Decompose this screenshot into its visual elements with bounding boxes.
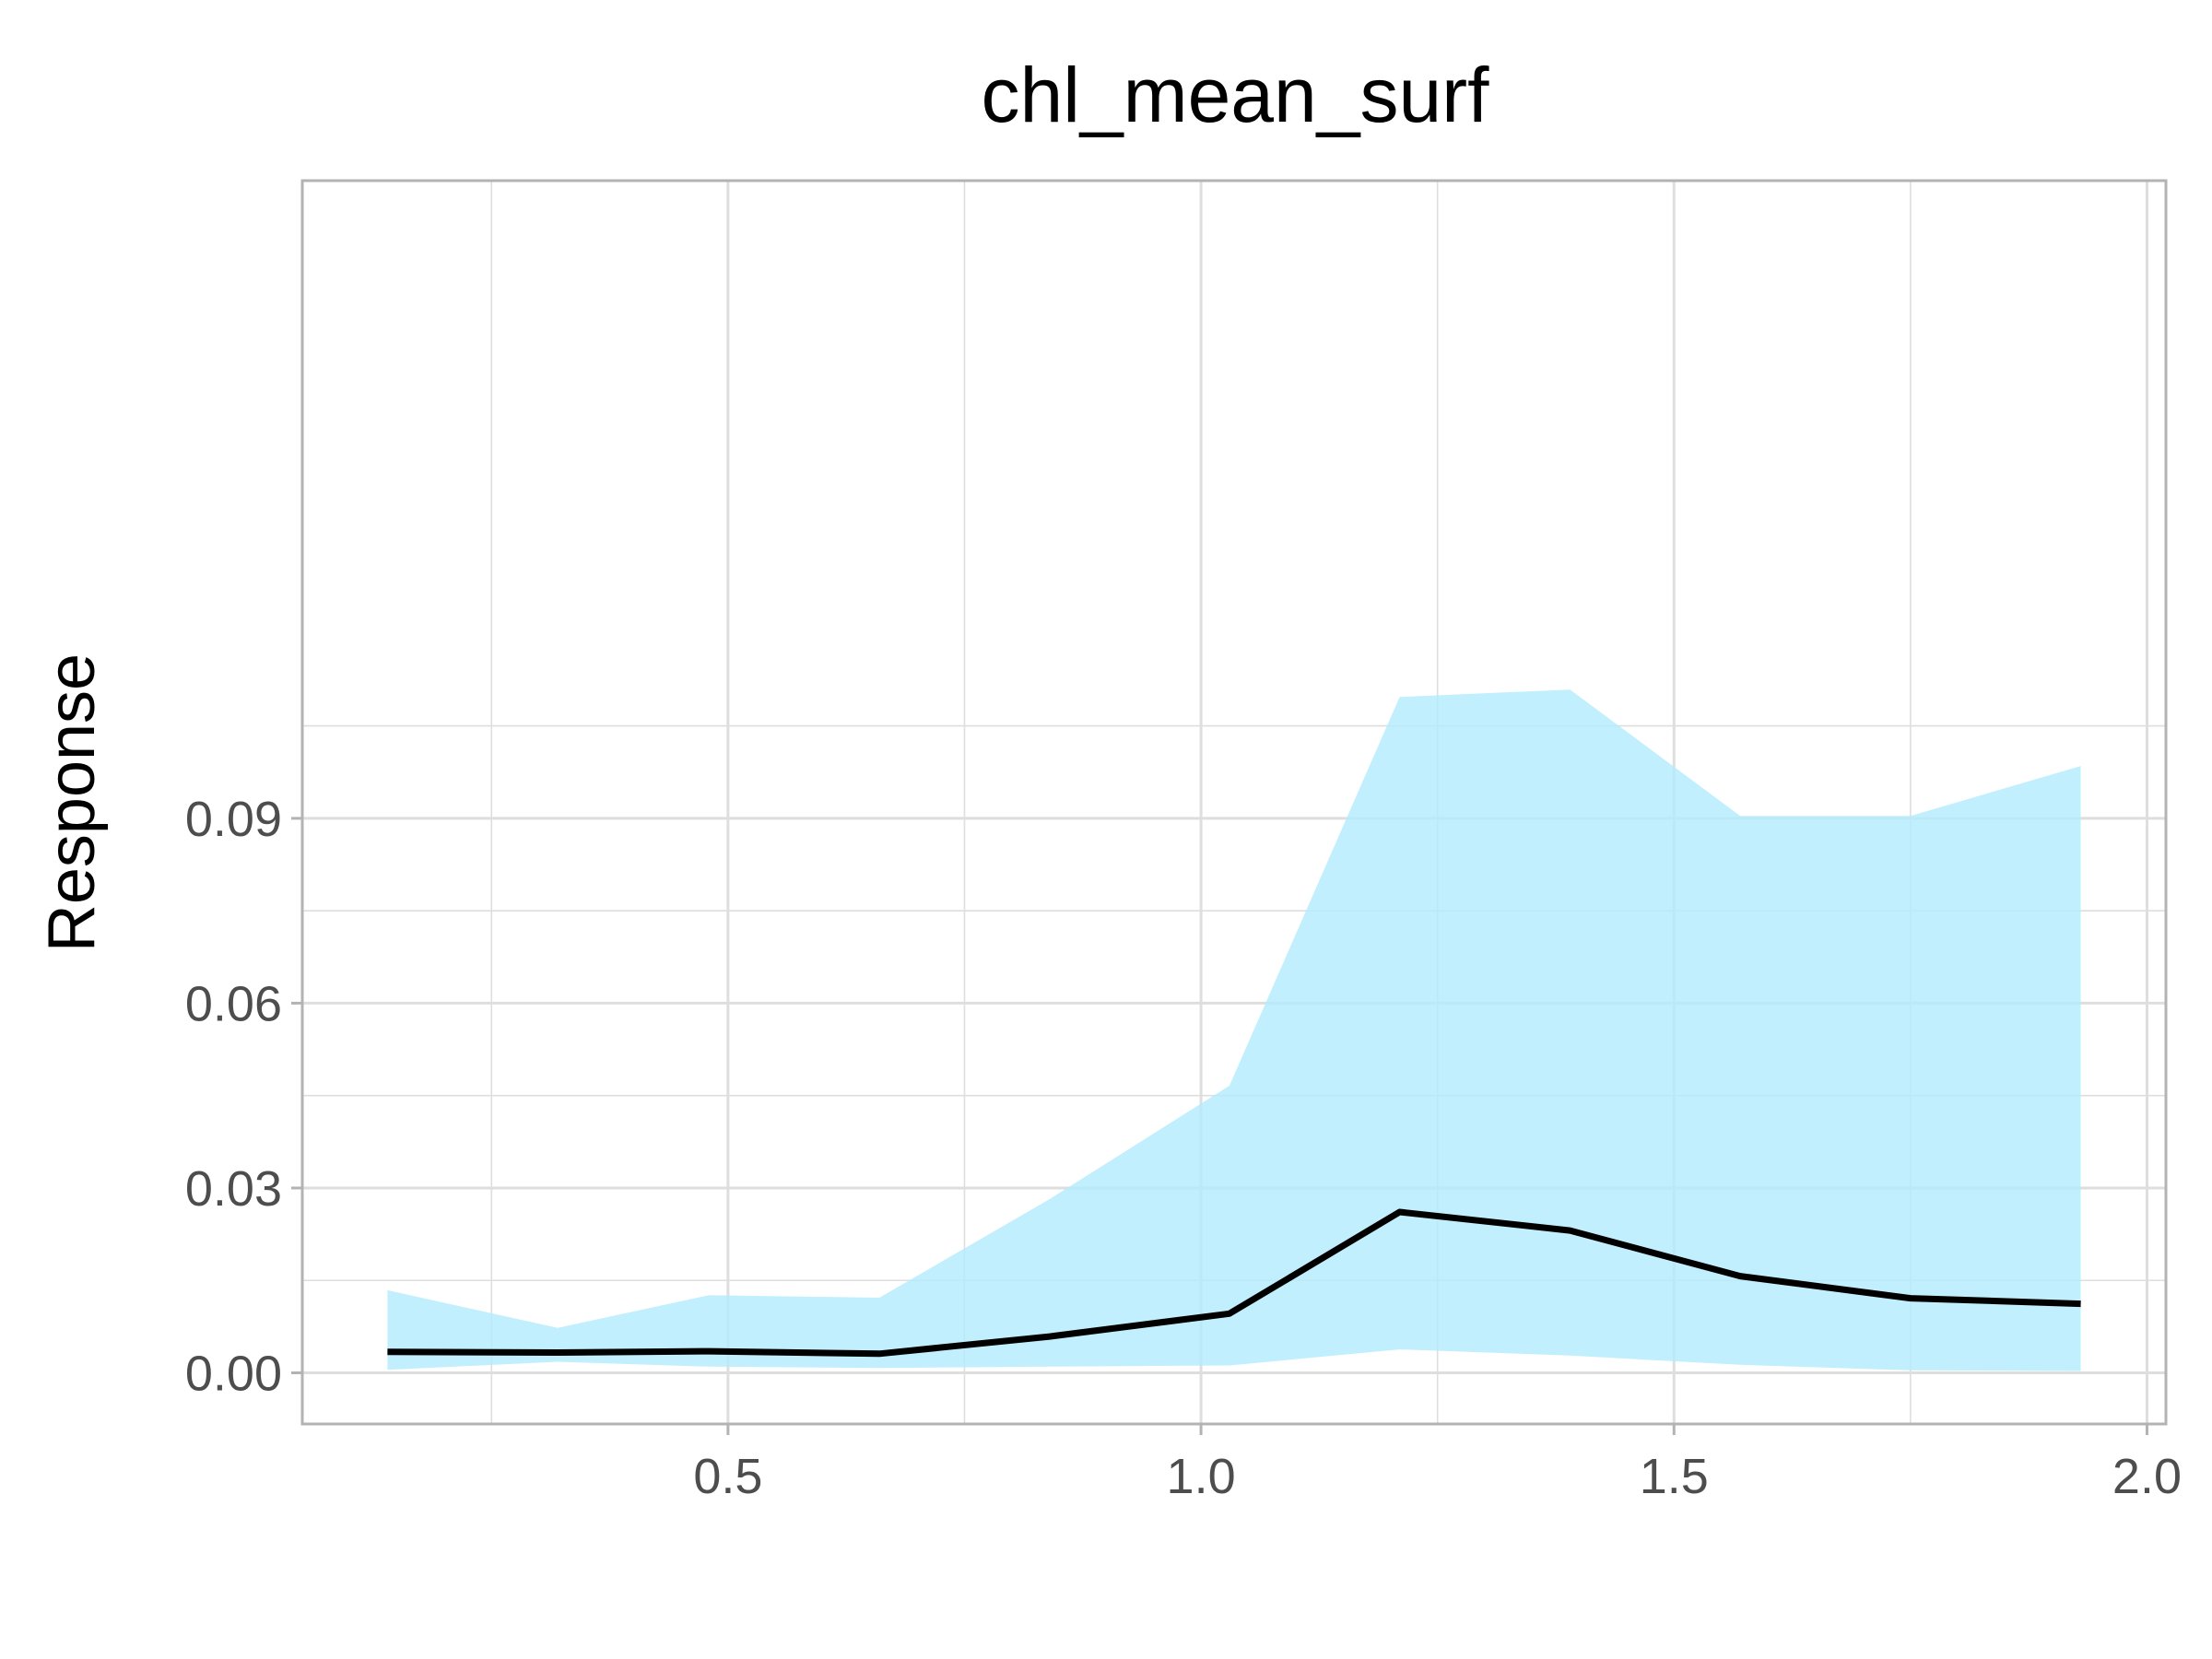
panel-border xyxy=(300,179,2168,1426)
y-axis-title: Response xyxy=(35,653,109,952)
x-tick-label: 0.5 xyxy=(693,1449,762,1504)
x-tick-label: 1.0 xyxy=(1167,1449,1236,1504)
y-tick-label: 0.03 xyxy=(185,1161,282,1217)
x-tick-label: 2.0 xyxy=(2112,1449,2182,1504)
y-tick-label: 0.06 xyxy=(185,976,282,1031)
chart-title: chl_mean_surf xyxy=(982,52,1490,138)
confidence-band xyxy=(387,689,2081,1371)
response-line xyxy=(387,1208,2081,1358)
plot-area: 0.00 0.03 0.06 0.09 0.5 1.0 1.5 2.0 xyxy=(185,179,2182,1504)
y-tick-label: 0.00 xyxy=(185,1347,282,1402)
y-tick-label: 0.09 xyxy=(185,792,282,847)
x-tick-label: 1.5 xyxy=(1640,1449,1709,1504)
